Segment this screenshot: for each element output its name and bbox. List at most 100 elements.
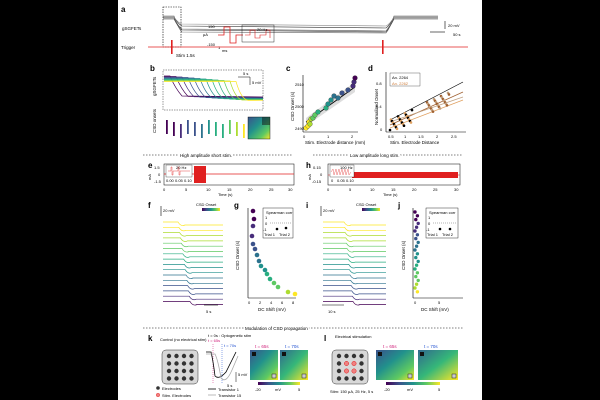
data-point — [416, 240, 420, 245]
data-point — [416, 278, 420, 283]
data-point — [339, 90, 345, 96]
svg-text:Transistor 1: Transistor 1 — [218, 387, 240, 392]
trace — [323, 248, 386, 253]
electrode — [174, 376, 179, 381]
trace — [163, 253, 223, 258]
svg-text:5 s: 5 s — [227, 383, 232, 388]
panel-letter-d: d — [368, 64, 373, 73]
electrode-array-k — [161, 349, 199, 385]
data-point — [315, 109, 321, 115]
svg-text:Trial 1: Trial 1 — [264, 232, 276, 237]
svg-text:2: 2 — [351, 134, 354, 139]
electrode — [181, 361, 187, 366]
data-point — [271, 280, 277, 286]
data-point — [416, 221, 420, 226]
data-point — [250, 223, 256, 229]
electrode — [336, 361, 342, 366]
panel-g-points — [249, 208, 298, 297]
svg-text:0: 0 — [303, 134, 306, 139]
stim-electrode — [344, 368, 349, 374]
svg-text:-1: -1 — [263, 227, 267, 232]
data-point — [413, 210, 417, 214]
panel-letter-l: l — [324, 334, 326, 343]
data-point — [352, 75, 358, 81]
trace — [164, 76, 264, 98]
svg-text:50 s: 50 s — [453, 32, 461, 37]
csd-onset-colorbar-f — [202, 208, 220, 211]
data-point — [250, 241, 256, 247]
low-amp-title: Low amplitude long stim. — [350, 153, 400, 158]
trace — [164, 78, 264, 100]
trace — [163, 258, 223, 264]
trace — [164, 80, 264, 101]
onset-bar — [180, 124, 182, 138]
svg-text:0: 0 — [163, 187, 166, 192]
svg-text:1: 1 — [327, 134, 330, 139]
svg-text:5: 5 — [349, 187, 352, 192]
trace — [323, 253, 386, 258]
data-point — [415, 252, 420, 256]
svg-text:5: 5 — [438, 387, 441, 392]
svg-text:Low amplitude long stim.: Low amplitude long stim. — [350, 153, 400, 158]
trace — [164, 75, 264, 98]
trace — [163, 221, 223, 226]
svg-text:10: 10 — [370, 187, 375, 192]
svg-text:5: 5 — [185, 187, 188, 192]
svg-text:15: 15 — [227, 187, 232, 192]
svg-text:1: 1 — [265, 215, 268, 220]
svg-text:Modulation of CSD propagation: Modulation of CSD propagation — [245, 326, 308, 331]
svg-text:-1.5: -1.5 — [154, 179, 162, 184]
electrode — [359, 376, 364, 381]
data-point — [410, 108, 414, 112]
electrode — [189, 376, 194, 381]
svg-text:t = 70s: t = 70s — [424, 344, 438, 349]
data-point — [445, 104, 449, 107]
data-point — [267, 276, 273, 282]
svg-text:Normalized Onset: Normalized Onset — [374, 88, 379, 125]
svg-text:Time (s): Time (s) — [383, 192, 398, 197]
panel-letter-c: c — [286, 64, 291, 73]
panel-letter-h: h — [306, 161, 311, 170]
svg-text:1: 1 — [404, 134, 407, 139]
zoom-box-b — [162, 69, 264, 111]
data-point — [264, 271, 270, 277]
svg-text:150: 150 — [208, 24, 215, 29]
panel-e-plot: mA 1.5 0 -1.5 20 Hz 0.00 0.05 0.10 0 5 1… — [147, 163, 295, 197]
trace — [163, 226, 223, 232]
trace — [164, 76, 264, 98]
svg-text:20: 20 — [248, 187, 253, 192]
svg-text:mA: mA — [307, 174, 312, 180]
electrode — [359, 353, 364, 359]
electrode — [174, 361, 179, 366]
high-amp-title: High amplitude short stim. — [180, 153, 232, 158]
svg-text:Spearman corr: Spearman corr — [429, 210, 456, 215]
data-point — [328, 97, 334, 103]
panel-h-plot: mA 0.15 0 -0.15 100 Hz 0 0.05 0.10 0 5 1… — [307, 163, 461, 197]
svg-text:20 mV: 20 mV — [448, 23, 460, 28]
svg-text:t = 70s: t = 70s — [224, 343, 236, 348]
data-point — [414, 255, 418, 260]
data-point — [323, 105, 329, 111]
electrode — [166, 376, 172, 381]
svg-text:8: 8 — [292, 300, 295, 305]
svg-text:0: 0 — [414, 300, 417, 305]
electrode-array-l — [331, 349, 369, 385]
svg-text:0.15: 0.15 — [313, 165, 322, 170]
zoom-box — [162, 6, 182, 48]
electrode — [181, 376, 187, 381]
trace — [323, 274, 386, 279]
onset-bar — [222, 124, 224, 138]
electrode — [359, 361, 364, 366]
data-point — [256, 258, 262, 264]
panel-letter-i: i — [306, 201, 308, 210]
svg-text:DC Shift (mV): DC Shift (mV) — [421, 307, 449, 312]
panel-letter-j: j — [397, 201, 400, 210]
trace — [164, 79, 264, 100]
trace — [323, 242, 386, 248]
trace — [163, 279, 223, 285]
data-point — [415, 233, 420, 237]
trace — [323, 264, 386, 269]
svg-text:5 mV: 5 mV — [238, 372, 248, 377]
svg-text:mA: mA — [147, 174, 152, 180]
svg-text:0.10: 0.10 — [184, 178, 193, 183]
